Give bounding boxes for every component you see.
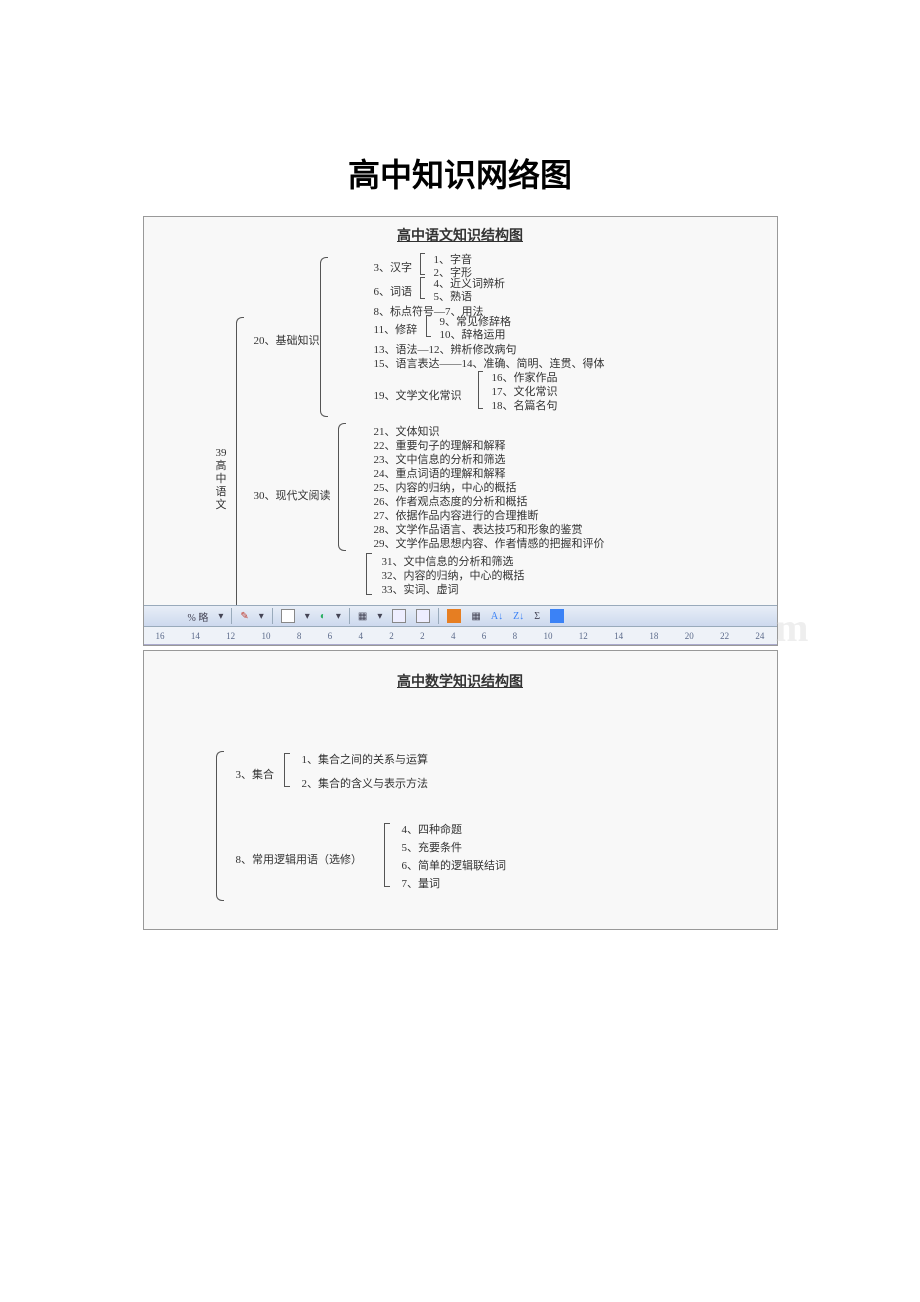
item-29: 29、文学作品思想内容、作者情感的把握和评价 [374, 535, 605, 551]
branch-basic: 20、基础知识 [254, 332, 320, 348]
math-logic-6: 6、简单的逻辑联结词 [402, 857, 507, 873]
math-logic-4: 4、四种命题 [402, 821, 463, 837]
blue-icon[interactable] [546, 607, 568, 625]
math-root-bracket [216, 751, 224, 901]
toolbar-dropdown-icon[interactable]: ▾ [332, 609, 345, 624]
ruler-tick: 6 [482, 631, 487, 641]
ruler-tick: 8 [513, 631, 518, 641]
paint-icon[interactable]: ◐ [316, 609, 330, 624]
word-ruler: 16 14 12 10 8 6 4 2 2 4 6 8 10 12 14 18 … [144, 627, 777, 645]
toolbar-dropdown-icon[interactable]: ▾ [301, 609, 314, 624]
branch-modern-bracket [338, 423, 346, 551]
math-set: 3、集合 [236, 766, 275, 782]
math-logic-5: 5、充要条件 [402, 839, 463, 855]
ruler-tick: 24 [755, 631, 764, 641]
chinese-root: 39高中语文 [216, 447, 227, 512]
toolbar-separator [349, 608, 350, 624]
chinese-structure-screenshot: 高中语文知识结构图 39高中语文 20、基础知识 3、汉字 1、字音 2、字形 … [143, 216, 778, 646]
wenxue-bracket [478, 371, 483, 409]
watermark: m [775, 604, 810, 651]
ruler-tick: 22 [720, 631, 729, 641]
item-hanzi: 3、汉字 [374, 259, 413, 275]
math-structure-screenshot: 高中数学知识结构图 3、集合 1、集合之间的关系与运算 2、集合的含义与表示方法… [143, 650, 778, 930]
xiuci-bracket [426, 315, 431, 337]
toolbar-separator [231, 608, 232, 624]
ruler-tick: 2 [420, 631, 425, 641]
branch-tail-bracket [366, 553, 372, 595]
ruler-tick: 2 [389, 631, 394, 641]
sort-desc-icon[interactable]: Z↓ [509, 609, 528, 624]
ruler-tick: 20 [685, 631, 694, 641]
toolbar-separator [272, 608, 273, 624]
ruler-tick: 16 [156, 631, 165, 641]
root-bracket [236, 317, 244, 617]
word-toolbar: % 略 ▾ ✎ ▾ ▾ ◐ ▾ ▦ ▾ ▦ A↓ Z↓ Σ [144, 605, 777, 627]
pen-icon[interactable]: ✎ [236, 609, 252, 624]
ruler-tick: 8 [297, 631, 302, 641]
ruler-tick: 10 [543, 631, 552, 641]
sigma-icon[interactable]: Σ [530, 609, 544, 624]
ruler-tick: 6 [328, 631, 333, 641]
item-cige: 10、辞格运用 [440, 326, 506, 342]
orange-icon[interactable] [443, 607, 465, 625]
item-xiuci: 11、修辞 [374, 321, 418, 337]
sort-asc-icon[interactable]: A↓ [487, 609, 507, 624]
ruler-tick: 12 [226, 631, 235, 641]
item-mingpian: 18、名篇名句 [492, 397, 558, 413]
math-title: 高中数学知识结构图 [144, 651, 777, 695]
item-shuyu: 5、熟语 [434, 288, 473, 304]
toolbar-separator [438, 608, 439, 624]
ruler-tick: 4 [358, 631, 363, 641]
grid-icon[interactable]: ▦ [354, 609, 371, 624]
square-icon[interactable] [277, 607, 299, 625]
box-icon[interactable] [412, 607, 434, 625]
math-set-1: 1、集合之间的关系与运算 [302, 751, 429, 767]
ruler-tick: 14 [191, 631, 200, 641]
percent-label: % 略 [184, 607, 213, 626]
hanzi-bracket [420, 253, 425, 275]
ruler-tick: 14 [614, 631, 623, 641]
math-logic-7: 7、量词 [402, 875, 441, 891]
item-ciyu: 6、词语 [374, 283, 413, 299]
grid2-icon[interactable]: ▦ [467, 609, 484, 624]
item-33: 33、实词、虚词 [382, 581, 459, 597]
branch-modern: 30、现代文阅读 [254, 487, 331, 503]
page-title: 高中知识网络图 [0, 0, 920, 216]
toolbar-dropdown-icon[interactable]: ▾ [255, 609, 268, 624]
math-logic-bracket [384, 823, 390, 887]
math-logic: 8、常用逻辑用语（选修） [236, 851, 363, 867]
chinese-title: 高中语文知识结构图 [144, 217, 777, 249]
toolbar-dropdown-icon[interactable]: ▾ [214, 609, 227, 624]
item-wenxue: 19、文学文化常识 [374, 387, 462, 403]
item-yuyan: 15、语言表达——14、准确、简明、连贯、得体 [374, 355, 605, 371]
math-set-2: 2、集合的含义与表示方法 [302, 775, 429, 791]
toolbar-dropdown-icon[interactable]: ▾ [373, 609, 386, 624]
math-set-bracket [284, 753, 290, 787]
ruler-tick: 18 [649, 631, 658, 641]
box-icon[interactable] [388, 607, 410, 625]
ciyu-bracket [420, 277, 425, 299]
ruler-tick: 12 [579, 631, 588, 641]
branch-basic-bracket [320, 257, 328, 417]
ruler-tick: 4 [451, 631, 456, 641]
ruler-tick: 10 [261, 631, 270, 641]
